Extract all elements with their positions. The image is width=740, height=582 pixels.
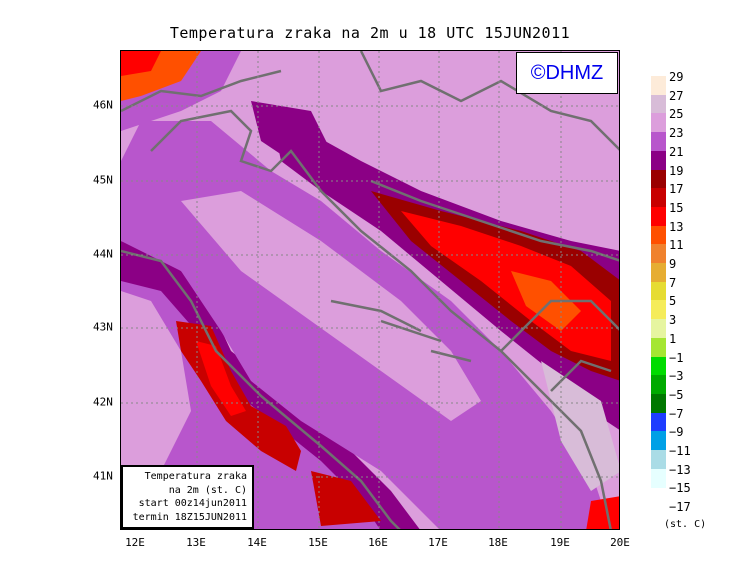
colorbar-swatch	[651, 188, 666, 208]
colorbar-label: −1	[669, 350, 684, 365]
colorbar-swatch	[651, 412, 666, 432]
colorbar-label: −3	[669, 369, 684, 384]
x-tick-label: 13E	[186, 536, 206, 549]
colorbar-label: 5	[669, 294, 677, 309]
dhmz-logo: ©DHMZ	[516, 52, 618, 94]
x-tick-label: 14E	[247, 536, 267, 549]
colorbar-label: −13	[669, 462, 691, 477]
colorbar-label: −15	[669, 481, 691, 496]
colorbar-swatch	[651, 431, 666, 451]
colorbar-swatch	[651, 132, 666, 152]
colorbar-label: 1	[669, 331, 677, 346]
y-tick-label: 41N	[93, 469, 113, 483]
x-tick-label: 15E	[308, 536, 328, 549]
info-line-4: termin 18Z15JUN2011	[132, 511, 247, 523]
colorbar-swatch	[651, 225, 666, 245]
colorbar-label: 3	[669, 313, 677, 328]
colorbar-label: 17	[669, 182, 684, 197]
colorbar-label: 25	[669, 107, 684, 122]
y-tick-label: 43N	[93, 320, 113, 334]
colorbar-swatch	[651, 300, 666, 320]
colorbar-swatch	[651, 244, 666, 264]
map-title: Temperatura zraka na 2m u 18 UTC 15JUN20…	[169, 24, 571, 42]
colorbar-swatch	[651, 393, 666, 414]
colorbar-label: −17	[669, 500, 691, 515]
colorbar-label: −9	[669, 425, 684, 440]
colorbar-label: 19	[669, 163, 684, 178]
y-tick-label: 45N	[93, 173, 113, 187]
colorbar-swatch	[651, 113, 666, 133]
colorbar-swatch	[651, 94, 666, 114]
info-line-2: na 2m (st. C)	[168, 484, 247, 496]
colorbar-swatch	[651, 150, 666, 170]
temperature-field	[121, 51, 619, 529]
colorbar-swatch	[651, 319, 666, 339]
info-line-3: start 00z14jun2011	[138, 498, 247, 509]
colorbar-label: 29	[669, 70, 684, 84]
info-box: Temperatura zraka na 2m (st. C) start 00…	[121, 465, 254, 529]
colorbar-label: 23	[669, 126, 684, 141]
colorbar-label: 9	[669, 257, 677, 271]
colorbar-label: 21	[669, 144, 684, 159]
colorbar-swatch	[651, 375, 666, 395]
colorbar-swatch	[651, 169, 666, 189]
colorbar-swatch	[651, 206, 666, 227]
colorbar-swatch	[651, 468, 666, 488]
x-tick-label: 12E	[125, 536, 145, 549]
y-tick-label: 44N	[93, 247, 113, 261]
colorbar-label: 7	[669, 275, 677, 290]
y-tick-label: 46N	[93, 98, 113, 112]
colorbar-label: 27	[669, 88, 684, 103]
info-line-1: Temperatura zraka	[144, 471, 247, 482]
map-plot-area	[120, 50, 620, 530]
colorbar-label: −7	[669, 406, 684, 421]
colorbar-swatch	[651, 337, 666, 357]
colorbar-swatch	[651, 263, 666, 283]
colorbar-swatch	[651, 450, 666, 470]
x-tick-label: 19E	[550, 536, 570, 549]
x-tick-label: 16E	[368, 536, 388, 549]
x-tick-label: 18E	[488, 536, 508, 549]
colorbar-label: 15	[669, 200, 684, 215]
colorbar-swatch	[651, 356, 666, 376]
legend-unit: (st. C)	[664, 519, 707, 530]
x-tick-label: 20E	[610, 536, 630, 549]
colorbar-label: 11	[669, 238, 684, 253]
colorbar-label: 13	[669, 219, 684, 234]
colorbar-swatch	[651, 76, 666, 96]
colorbar-label: −5	[669, 387, 684, 402]
colorbar-swatch	[651, 281, 666, 301]
x-tick-label: 17E	[428, 536, 448, 549]
colorbar-label: −11	[669, 444, 691, 458]
y-tick-label: 42N	[93, 395, 113, 409]
